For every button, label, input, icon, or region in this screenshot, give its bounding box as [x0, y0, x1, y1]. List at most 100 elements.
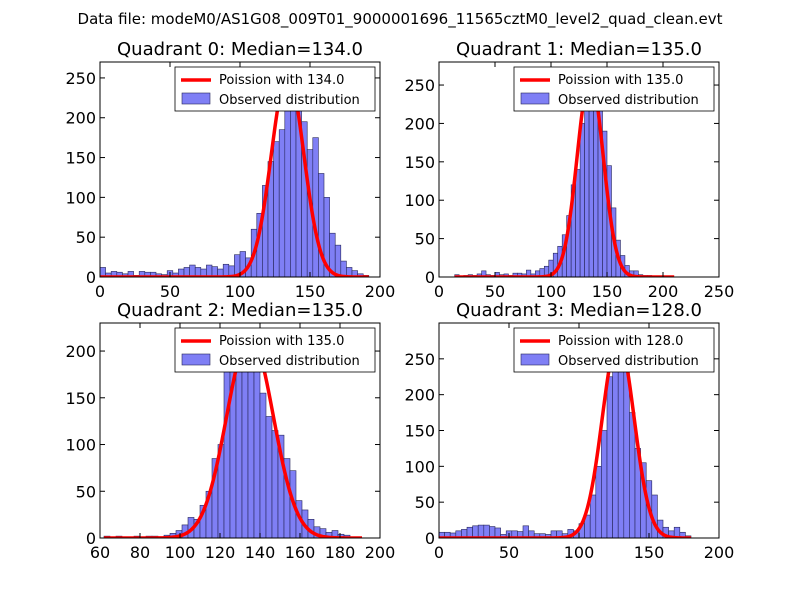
histogram-bar — [481, 270, 487, 277]
y-tick-label: 200 — [404, 386, 435, 405]
y-tick-label: 250 — [404, 76, 435, 95]
x-tick-label: 200 — [365, 282, 396, 301]
y-tick-label: 250 — [404, 350, 435, 369]
x-tick-label: 100 — [536, 282, 567, 301]
legend-curve-label: Poission with 135.0 — [558, 73, 683, 88]
x-tick-label: 150 — [295, 282, 326, 301]
x-tick-label: 150 — [592, 282, 623, 301]
x-tick-label: 200 — [365, 543, 396, 562]
histogram-bar — [595, 466, 602, 538]
y-tick-label: 100 — [65, 188, 96, 207]
histogram-bar — [259, 392, 267, 538]
y-tick-label: 50 — [76, 482, 96, 501]
y-tick-label: 250 — [65, 69, 96, 88]
figure-suptitle: Data file: modeM0/AS1G08_009T01_90000016… — [78, 10, 723, 29]
x-tick-label: 100 — [564, 543, 595, 562]
y-tick-label: 150 — [65, 389, 96, 408]
y-tick-label: 50 — [415, 493, 435, 512]
y-tick-label: 100 — [404, 191, 435, 210]
quadrant-2-panel: 60 80 100 120 140 160 180 200 0 50 100 150 200 Quadra… — [65, 300, 395, 562]
histogram-bars — [439, 337, 692, 538]
histogram-bar — [477, 524, 485, 538]
legend-curve-label: Poission with 128.0 — [558, 334, 683, 349]
quadrant-0-panel: 0 50 100 150 200 0 50 100 150 200 250 Quadrant 0: M… — [65, 39, 395, 301]
axes-frame — [99, 322, 381, 539]
y-tick-label: 0 — [86, 268, 96, 287]
legend-hist-label: Observed distribution — [219, 93, 360, 108]
y-tick-label: 0 — [425, 268, 435, 287]
histogram-bar — [271, 430, 279, 538]
y-tick-label: 100 — [404, 457, 435, 476]
histogram-bar — [127, 271, 134, 277]
x-tick-label: 200 — [704, 543, 735, 562]
histogram-bar — [494, 527, 501, 538]
histogram-bar — [265, 416, 273, 538]
histogram-bar — [588, 92, 594, 277]
x-tick-label: 180 — [325, 543, 356, 562]
histogram-bar — [206, 264, 213, 277]
y-tick-label: 100 — [65, 436, 96, 455]
y-tick-label: 200 — [65, 109, 96, 128]
histogram-bars — [100, 69, 370, 277]
axes-frame — [438, 61, 720, 278]
histogram-bar — [472, 525, 479, 538]
quadrant-3-panel: 0 50 100 150 200 0 50 100 150 200 250 Quadrant 3: M… — [404, 300, 734, 562]
poisson-curve — [100, 72, 370, 277]
x-tick-label: 200 — [648, 282, 679, 301]
x-tick-label: 250 — [704, 282, 735, 301]
histogram-bar — [273, 141, 280, 277]
x-tick-label: 50 — [499, 543, 519, 562]
histogram-bar — [312, 137, 319, 277]
legend-hist-swatch — [181, 353, 211, 366]
legend-hist-label: Observed distribution — [558, 354, 699, 369]
x-tick-label: 0 — [95, 282, 105, 301]
histogram-bar — [241, 360, 249, 538]
poisson-curve — [439, 337, 693, 538]
histogram-bar — [526, 269, 532, 277]
histogram-bar — [189, 264, 196, 277]
histogram-bar — [579, 123, 585, 277]
histogram-bar — [584, 107, 590, 277]
panel-title: Quadrant 0: Median=134.0 — [117, 39, 363, 60]
x-tick-label: 100 — [165, 543, 196, 562]
y-tick-label: 200 — [65, 342, 96, 361]
legend: Poission with 135.0 Observed distribution — [513, 66, 715, 112]
legend: Poission with 135.0 Observed distribution — [174, 327, 376, 373]
histogram-bar — [612, 365, 619, 538]
histogram-bar — [100, 267, 106, 277]
x-tick-label: 150 — [634, 543, 665, 562]
x-tick-label: 0 — [434, 282, 444, 301]
panel-title: Quadrant 2: Median=135.0 — [117, 300, 363, 321]
legend: Poission with 134.0 Observed distribution — [174, 66, 376, 112]
x-tick-label: 160 — [285, 543, 316, 562]
legend-curve-label: Poission with 135.0 — [219, 334, 344, 349]
x-tick-label: 80 — [130, 543, 150, 562]
legend-hist-swatch — [181, 92, 211, 105]
x-tick-label: 0 — [434, 543, 444, 562]
histogram-bar — [483, 524, 490, 538]
x-tick-label: 100 — [225, 282, 256, 301]
y-tick-label: 50 — [76, 228, 96, 247]
x-tick-label: 60 — [90, 543, 110, 562]
y-tick-label: 150 — [404, 153, 435, 172]
histogram-bar — [606, 376, 613, 538]
legend-hist-swatch — [520, 353, 550, 366]
legend-hist-label: Observed distribution — [558, 93, 699, 108]
histogram-bar — [334, 244, 342, 277]
histogram-bar — [278, 129, 286, 277]
y-tick-label: 0 — [86, 529, 96, 548]
panel-title: Quadrant 1: Median=135.0 — [456, 39, 702, 60]
legend-hist-label: Observed distribution — [219, 354, 360, 369]
histogram-bar — [284, 97, 291, 277]
legend-hist-swatch — [520, 92, 550, 105]
histogram-bar — [522, 525, 529, 538]
histogram-bar — [575, 169, 581, 277]
histogram-bar — [633, 270, 639, 277]
x-tick-label: 50 — [485, 282, 505, 301]
histogram-bar — [601, 430, 608, 538]
panel-title: Quadrant 3: Median=128.0 — [456, 300, 702, 321]
histogram-bar — [247, 350, 255, 538]
quadrant-1-panel: 0 50 100 150 200 250 0 50 100 150 200 250 Quadrant 1… — [404, 39, 734, 301]
legend-curve-label: Poission with 134.0 — [219, 73, 344, 88]
